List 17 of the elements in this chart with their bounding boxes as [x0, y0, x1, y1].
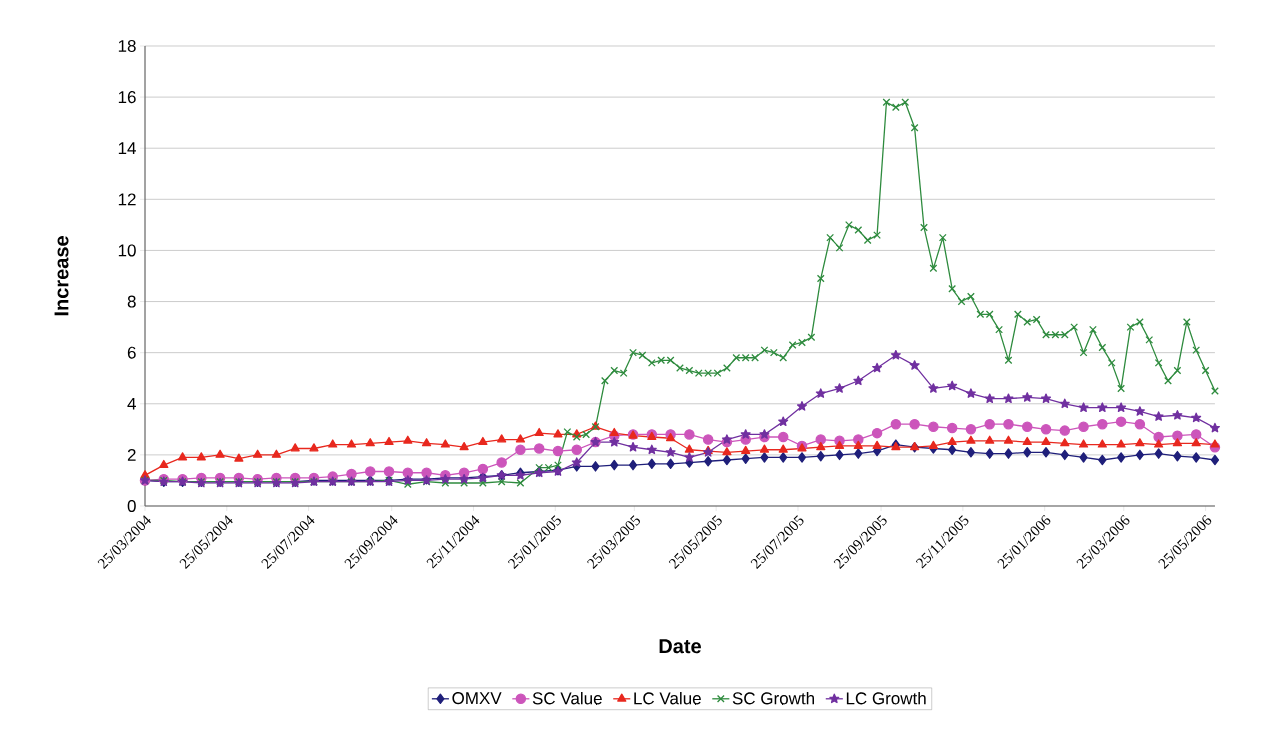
y-tick-label: 4: [127, 397, 136, 410]
legend-label: SC Growth: [732, 691, 814, 705]
y-axis-title: Increase: [54, 236, 69, 316]
x-axis-title: Date: [659, 639, 701, 654]
y-tick-label: 0: [127, 499, 136, 513]
legend-label: OMXV: [452, 692, 502, 705]
y-tick-label: 10: [118, 244, 136, 257]
legend-label: LC Value: [634, 691, 701, 705]
y-tick-label: 2: [127, 448, 136, 461]
legend-label: LC Growth: [846, 691, 926, 705]
y-tick-label: 6: [127, 346, 136, 359]
y-tick-label: 14: [118, 142, 136, 155]
legend-label: SC Value: [532, 691, 602, 705]
y-tick-label: 12: [118, 193, 136, 206]
y-tick-label: 8: [127, 295, 136, 308]
y-tick-label: 16: [118, 91, 136, 104]
y-tick-label: 18: [118, 39, 136, 53]
